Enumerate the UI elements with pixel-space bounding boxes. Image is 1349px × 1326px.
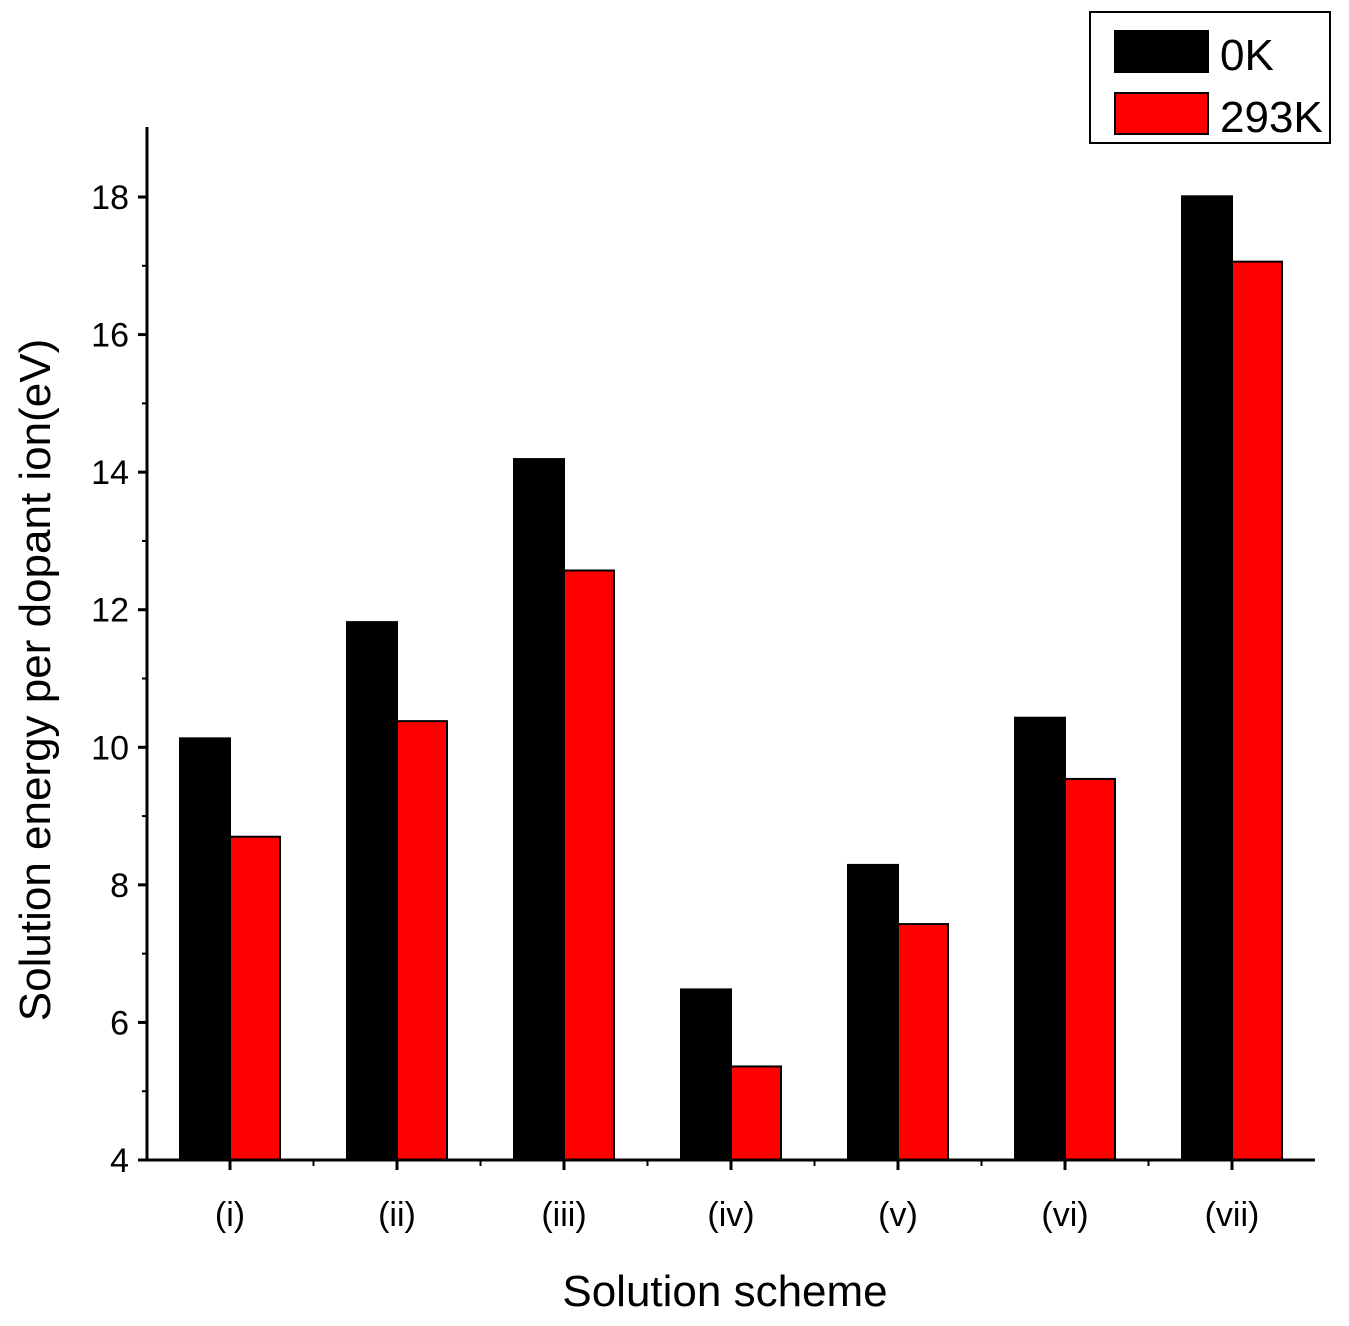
x-axis-title: Solution scheme (562, 1267, 887, 1316)
x-tick-label: (ii) (378, 1196, 416, 1234)
bar-0k-7 (1181, 195, 1233, 1162)
bar-293k-5 (897, 923, 949, 1161)
bar-0k-6 (1014, 716, 1066, 1162)
bar-0k-2 (346, 621, 398, 1161)
legend-swatch-293k (1114, 92, 1209, 135)
bars-group (179, 195, 1283, 1162)
bar-293k-4 (730, 1065, 782, 1161)
x-tick-label: (v) (878, 1196, 918, 1234)
y-tick-label: 4 (110, 1142, 129, 1180)
x-ticks-group: (i) (ii) (iii) (iv) (v) (vi) (vii) (215, 1160, 1259, 1234)
bar-0k-1 (179, 737, 231, 1161)
y-axis-title: Solution energy per dopant ion(eV) (11, 339, 60, 1021)
bar-0k-5 (847, 863, 899, 1162)
x-tick-label: (iv) (707, 1196, 754, 1234)
y-tick-label: 14 (91, 454, 129, 492)
bar-0k-3 (513, 458, 565, 1162)
x-tick-label: (vi) (1041, 1196, 1088, 1234)
y-tick-label: 10 (91, 729, 129, 767)
y-tick-label: 6 (110, 1004, 129, 1042)
y-tick-label: 12 (91, 592, 129, 630)
x-tick-label: (vii) (1205, 1196, 1260, 1234)
bar-293k-7 (1231, 260, 1283, 1161)
bar-293k-3 (563, 569, 615, 1161)
legend: 0K 293K (1089, 11, 1331, 144)
x-tick-label: (iii) (541, 1196, 586, 1234)
y-tick-label: 18 (91, 179, 129, 217)
legend-label-293k: 293K (1220, 93, 1323, 142)
y-tick-label: 16 (91, 317, 129, 355)
bar-293k-2 (396, 720, 448, 1161)
x-tick-label: (i) (215, 1196, 245, 1234)
bar-0k-4 (680, 988, 732, 1162)
legend-swatch-0k (1114, 30, 1209, 73)
bar-293k-1 (229, 835, 281, 1161)
y-ticks-group: 4 6 8 10 12 14 16 18 (91, 179, 147, 1180)
legend-label-0k: 0K (1220, 31, 1274, 80)
y-tick-label: 8 (110, 867, 129, 905)
bar-293k-6 (1064, 777, 1116, 1161)
